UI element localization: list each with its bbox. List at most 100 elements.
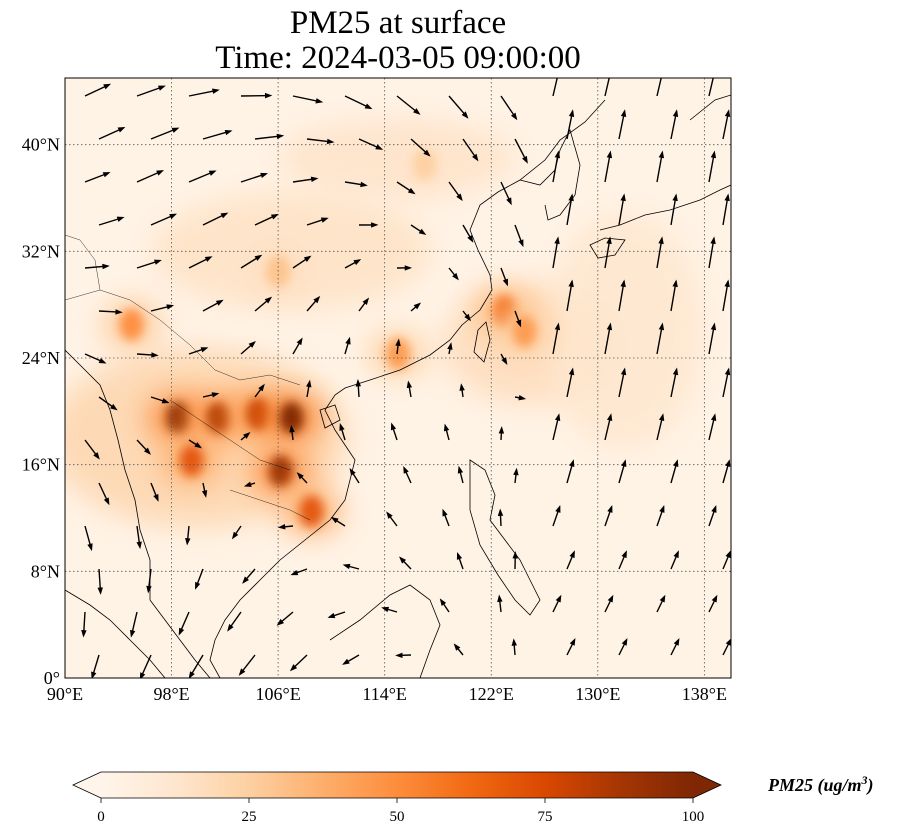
coastline-kyushu (589, 237, 626, 259)
wind-arrow-head (117, 127, 126, 133)
colorbar-ticks: 0 25 50 75 100 (97, 798, 704, 825)
wind-arrow-head (215, 299, 224, 306)
wind-arrow-head (157, 85, 166, 91)
wind-arrow-head (554, 236, 560, 245)
wind-arrow-head (290, 569, 299, 576)
colorbar-label: PM25 (ug/m3) (768, 773, 874, 795)
wind-arrow-head (606, 413, 613, 422)
wind-arrow-head (555, 69, 560, 77)
wind-arrow-head (515, 319, 522, 328)
wind-arrow-head (459, 383, 465, 391)
wind-arrow-head (224, 129, 233, 136)
wind-arrow-head (513, 467, 519, 476)
wind-arrow-head (166, 304, 175, 310)
border-china-south (65, 289, 301, 386)
pm25-hotspot (268, 455, 293, 488)
wind-arrow-head (447, 342, 453, 350)
coastline-hokkaido (689, 94, 731, 121)
wind-arrow-head (511, 638, 517, 646)
haze-region (544, 211, 705, 452)
wind-arrow-head (711, 69, 716, 77)
pm25-hotspot (512, 315, 537, 348)
wind-arrow-head (711, 594, 718, 603)
wind-arrow-head (672, 367, 679, 376)
wind-arrow-head (264, 296, 273, 304)
wind-arrow-head (522, 155, 528, 164)
coastline-taiwan (473, 321, 491, 363)
pm25-hotspot (119, 308, 144, 341)
wind-arrow-head (672, 109, 679, 118)
longitude-label: 114°E (362, 684, 407, 704)
wind-arrow-head (569, 638, 576, 646)
wind-arrow-head (87, 543, 93, 552)
wind-arrow-head (353, 259, 362, 266)
wind-arrow-head (399, 556, 407, 564)
wind-arrow-head (342, 658, 350, 665)
border-cambodia (229, 489, 311, 521)
wind-arrow-head (658, 413, 665, 422)
wind-arrow-head (194, 442, 203, 449)
wind-arrow-head (518, 395, 527, 401)
wind-arrow-head (620, 367, 627, 376)
wind-arrow-head (395, 652, 403, 659)
longitude-label: 98°E (153, 684, 189, 704)
wind-arrow-head (306, 379, 312, 388)
wind-arrow-head (97, 587, 103, 595)
wind-arrow-head (102, 263, 110, 270)
wind-arrow-head (277, 524, 286, 530)
wind-arrow-head (129, 629, 136, 638)
wind-arrow-head (472, 153, 479, 162)
wind-arrow-head (195, 581, 201, 590)
wind-arrow-head (289, 424, 295, 433)
wind-arrow-head (554, 322, 561, 331)
wind-arrow-head (258, 383, 265, 392)
wind-arrow-head (710, 236, 716, 245)
wind-arrow-head (554, 413, 561, 422)
map-title: PM25 at surface Time: 2024-03-05 09:00:0… (65, 6, 731, 76)
colorbar-tick-label: 50 (390, 809, 405, 825)
longitude-label: 90°E (47, 684, 83, 704)
wind-arrow-head (390, 422, 397, 431)
wind-arrow-head (456, 552, 463, 560)
wind-arrow-head (724, 367, 731, 376)
wind-arrow-head (102, 172, 111, 178)
wind-arrow-head (200, 347, 209, 353)
wind-arrow-head (659, 69, 664, 77)
longitude-label: 138°E (682, 684, 727, 704)
wind-arrow-head (711, 505, 717, 513)
wind-arrow-head (621, 638, 628, 646)
wind-arrow-head (139, 672, 146, 678)
wind-arrow-head (248, 341, 256, 348)
wind-arrow-head (360, 181, 368, 188)
wind-arrow-head (418, 228, 427, 236)
coastline-philippines (469, 459, 541, 616)
wind-arrow-head (395, 338, 401, 347)
wind-arrow-head (220, 212, 229, 219)
wind-arrow-shaft (604, 78, 610, 97)
latitude-label: 8°N (31, 561, 60, 581)
wind-arrow-head (442, 508, 448, 517)
wind-arrow-head (724, 279, 730, 288)
wind-arrow-head (621, 550, 627, 559)
colorbar-tick-label: 75 (538, 809, 553, 825)
wind-arrow-head (386, 511, 393, 519)
wind-arrow-head (276, 133, 285, 140)
wind-arrow-head (185, 537, 191, 546)
wind-arrow-head (659, 594, 666, 603)
country-borders (65, 234, 311, 521)
wind-arrow-head (403, 465, 409, 474)
wind-arrow-head (620, 279, 626, 288)
wind-arrow-head (227, 624, 234, 632)
wind-arrow-head (315, 98, 324, 104)
wind-arrow-head (103, 83, 112, 90)
wind-arrow-head (621, 459, 627, 468)
colorbar-body (101, 772, 693, 798)
wind-arrow-head (143, 447, 151, 455)
wind-arrow-head (116, 216, 125, 222)
wind-arrow-head (673, 550, 679, 559)
wind-arrow-head (303, 255, 312, 262)
wind-arrow-head (512, 551, 518, 559)
coastline-sumatra (65, 589, 166, 678)
wind-arrow-head (136, 541, 142, 550)
pm25-hotspot (206, 402, 231, 434)
